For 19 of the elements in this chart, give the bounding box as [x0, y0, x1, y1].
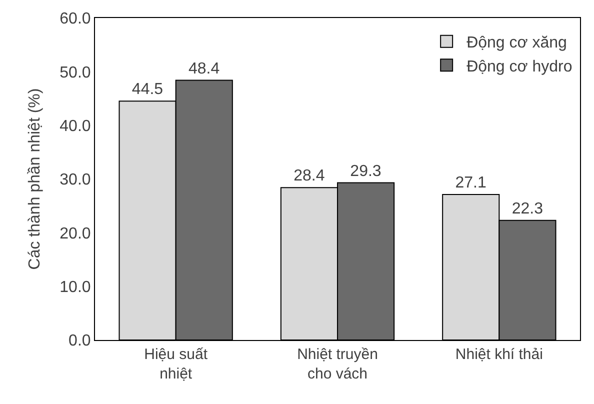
x-tick-label: Nhiệt khí thải: [455, 346, 543, 363]
y-axis-title: Các thành phần nhiệt (%): [26, 88, 44, 270]
y-tick-label: 50.0: [60, 64, 91, 82]
legend-label: Động cơ xăng: [466, 34, 567, 52]
data-label: 22.3: [512, 200, 544, 218]
legend-label: Động cơ hydro: [466, 58, 572, 76]
y-tick-label: 60.0: [60, 10, 91, 28]
data-label: 29.3: [350, 162, 382, 180]
y-tick-label: 10.0: [60, 278, 91, 296]
x-tick-label: Nhiệt truyền cho vách: [297, 346, 378, 382]
data-label: 44.5: [132, 81, 164, 98]
y-tick-label: 20.0: [60, 225, 91, 242]
y-tick-label: 0.0: [68, 332, 91, 350]
y-tick-label: 30.0: [60, 172, 91, 189]
x-tick-label: Hiệu suất nhiệt: [144, 346, 208, 382]
y-tick-label: 40.0: [60, 118, 91, 135]
data-label: 28.4: [294, 168, 325, 185]
data-label: 48.4: [188, 60, 220, 78]
data-label: 27.1: [455, 174, 486, 192]
